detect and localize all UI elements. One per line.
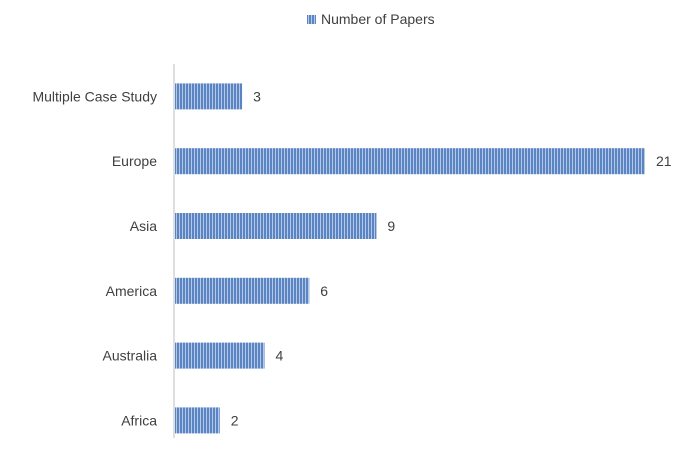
- plot-area: Multiple Case Study 3 Europe 21 Asia 9 America…: [32, 83, 672, 434]
- data-label: 6: [320, 283, 328, 299]
- data-label: 2: [231, 412, 239, 428]
- category-label: Multiple Case Study: [32, 88, 157, 104]
- data-label: 4: [276, 348, 284, 364]
- bar: [175, 342, 265, 369]
- legend: Number of Papers: [307, 11, 435, 27]
- category-label: Asia: [130, 218, 157, 234]
- data-label: 9: [387, 218, 395, 234]
- category-label: Africa: [121, 412, 157, 428]
- bar: [175, 213, 377, 239]
- bar: [175, 277, 310, 304]
- legend-label: Number of Papers: [321, 11, 435, 27]
- bar: [175, 148, 645, 175]
- category-label: Europe: [112, 153, 157, 169]
- legend-swatch: [307, 15, 316, 24]
- category-label: Australia: [103, 348, 158, 364]
- bar: [175, 407, 220, 434]
- category-label: America: [106, 283, 158, 299]
- data-label: 3: [253, 88, 261, 104]
- data-label: 21: [656, 153, 672, 169]
- bar: [175, 83, 243, 110]
